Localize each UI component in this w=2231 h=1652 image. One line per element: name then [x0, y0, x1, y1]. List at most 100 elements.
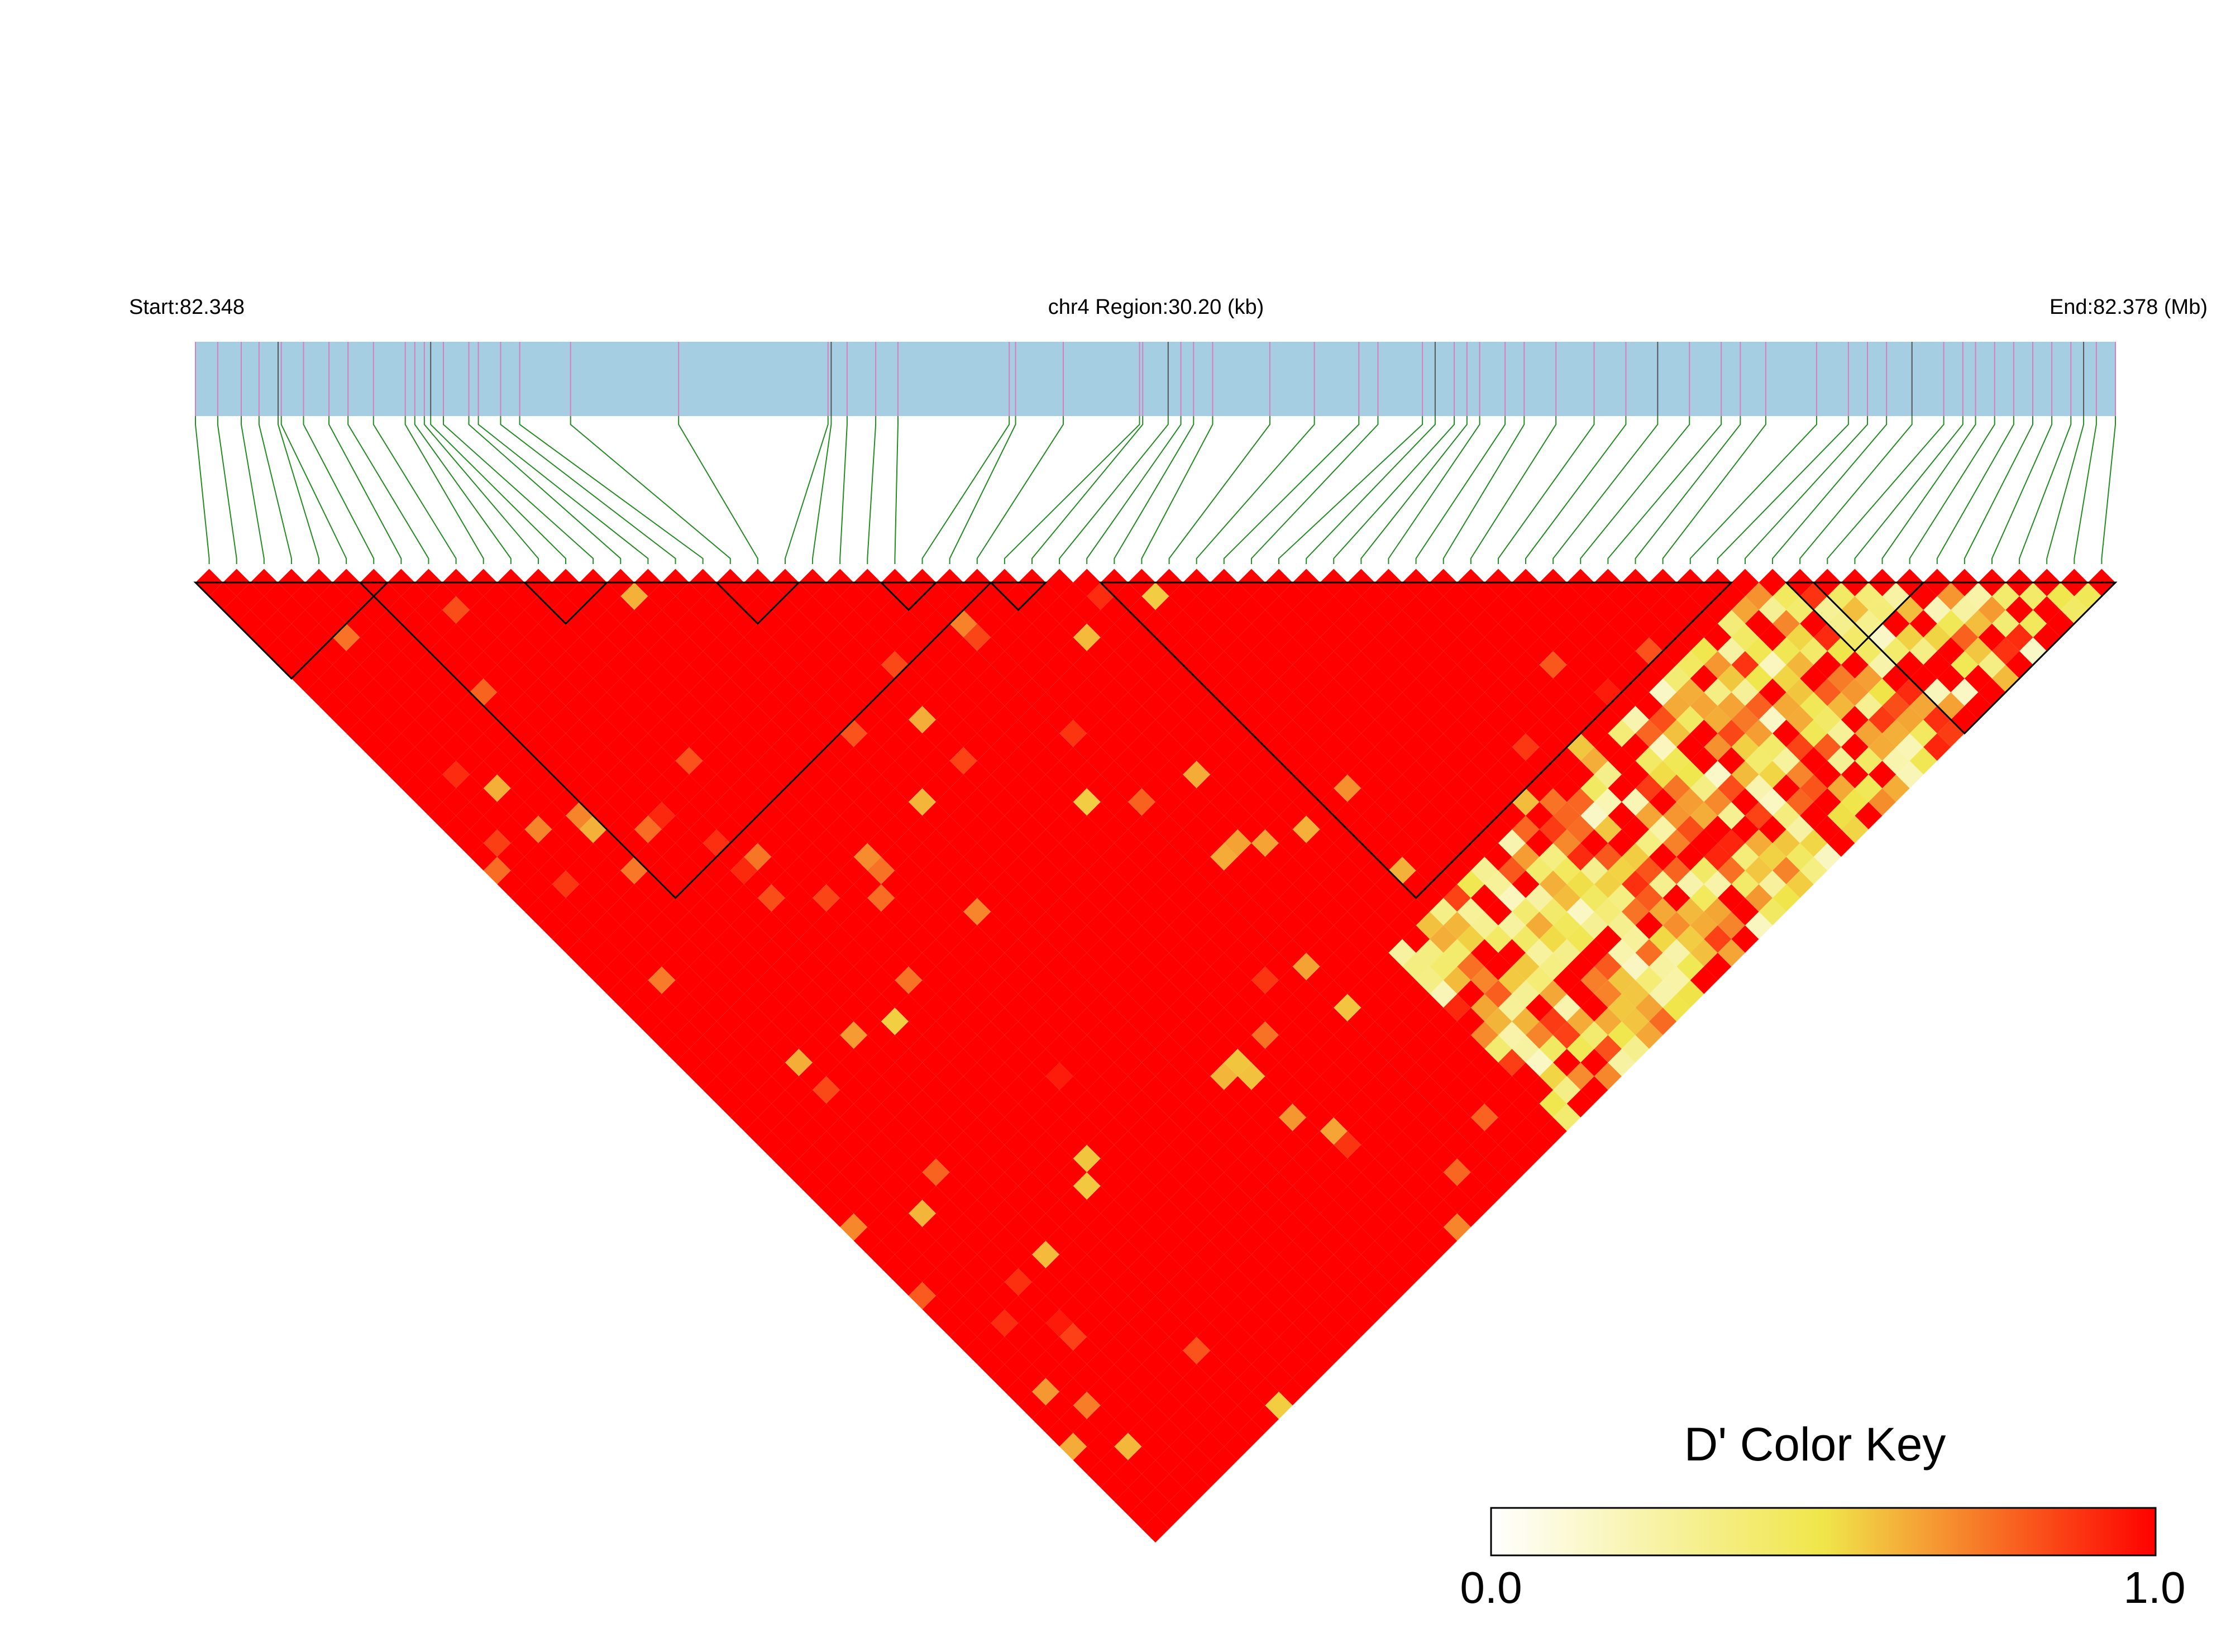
ld-cell — [1251, 692, 1279, 720]
ld-cell — [799, 1117, 827, 1145]
snp-connector — [372, 416, 457, 564]
ld-cell — [1251, 610, 1279, 638]
ld-cell — [840, 1158, 868, 1186]
snp-connector — [1635, 416, 1741, 564]
ld-cell — [264, 610, 292, 638]
ld-cell — [1073, 1090, 1101, 1118]
ld-cell — [1251, 1268, 1279, 1296]
ld-cell — [840, 829, 868, 857]
snp-connector — [414, 416, 512, 564]
ld-cell — [840, 747, 868, 775]
ld-cell — [510, 829, 538, 857]
haplotype-block-outline — [879, 581, 938, 612]
ld-cell — [716, 1035, 744, 1063]
snp-connector — [404, 416, 484, 564]
ld-cell — [1498, 1048, 1526, 1077]
ld-cell — [949, 1048, 977, 1077]
region-start-label: Start:82.348 — [129, 295, 245, 319]
ld-cell — [949, 1104, 977, 1131]
snp-marker — [1731, 569, 1759, 596]
color-key-title: D' Color Key — [1684, 1418, 1946, 1470]
ld-cell — [1731, 651, 1759, 679]
ld-cell — [840, 994, 868, 1021]
ld-cell — [1526, 1131, 1554, 1159]
ld-cell — [1498, 1076, 1526, 1104]
ld-cell — [250, 596, 278, 624]
snp-connector — [678, 416, 758, 564]
snp-connector — [949, 416, 1016, 564]
ld-cell — [949, 665, 977, 693]
ld-cell — [716, 788, 744, 816]
ld-cell — [1731, 925, 1759, 953]
ld-cell — [840, 884, 868, 912]
ld-cell — [442, 596, 470, 624]
ld-cell — [1210, 1117, 1238, 1145]
snp-position-ticks — [195, 342, 2116, 416]
ld-cell — [319, 637, 347, 665]
ld-cell — [1251, 1295, 1279, 1324]
ld-cell — [1073, 1008, 1101, 1035]
ld-cell — [949, 637, 977, 665]
ld-cell — [771, 1117, 799, 1145]
ld-cell — [1498, 939, 1526, 967]
ld-cell — [1498, 692, 1526, 720]
snp-connector — [500, 416, 676, 564]
ld-cell — [716, 623, 744, 651]
snp-connector — [1909, 416, 1995, 564]
snp-connector — [1991, 416, 2053, 564]
ld-cell — [593, 829, 621, 857]
snp-connector — [867, 416, 877, 564]
ld-cell — [1265, 1117, 1293, 1145]
ld-cell — [1073, 1309, 1101, 1337]
ld-cell — [1073, 1446, 1101, 1474]
ld-cell — [1018, 1117, 1046, 1145]
ld-cell — [1731, 870, 1759, 898]
ld-cell — [1073, 897, 1101, 925]
ld-cell — [1251, 801, 1279, 830]
snp-connector — [921, 416, 1010, 564]
snp-connector — [2046, 416, 2085, 564]
snp-connector — [1031, 416, 1144, 564]
snp-connector — [1059, 416, 1169, 564]
ld-cell — [593, 719, 621, 747]
ld-cell — [881, 1117, 909, 1145]
ld-cell — [1073, 788, 1101, 816]
haplotype-block-outline — [714, 581, 801, 625]
ld-cell — [1498, 829, 1526, 857]
ld-cell — [1251, 1131, 1279, 1159]
ld-cell — [1100, 1117, 1128, 1145]
snp-connector — [1772, 416, 1888, 564]
ld-cell — [1045, 1117, 1073, 1145]
ld-cell — [949, 1268, 977, 1296]
ld-cell — [593, 857, 621, 885]
ld-cell — [1498, 610, 1526, 638]
ld-cell — [1498, 857, 1526, 885]
snp-connector — [519, 416, 704, 564]
ld-cell — [1073, 733, 1101, 761]
haplotype-block-outline — [1098, 581, 1734, 899]
snp-connector — [1525, 416, 1627, 564]
ld-cell — [442, 623, 470, 651]
snp-marker — [1073, 569, 1101, 596]
ld-cell — [1498, 911, 1526, 939]
ld-cell — [593, 610, 621, 638]
ld-cell — [840, 939, 868, 967]
snp-connector — [1196, 416, 1315, 564]
snp-connector — [839, 416, 848, 564]
snp-connector — [2074, 416, 2097, 564]
ld-cell — [593, 692, 621, 720]
ld-cell — [963, 1117, 991, 1145]
ld-cell — [1430, 1117, 1458, 1145]
snp-connector — [1717, 416, 1849, 564]
ld-cell — [593, 774, 621, 802]
snp-connector — [195, 416, 210, 564]
snp-connector — [1223, 416, 1360, 564]
ld-cell — [840, 966, 868, 994]
ld-cell — [593, 966, 621, 994]
ld-cell — [1731, 596, 1759, 624]
snp-connector — [1114, 416, 1195, 564]
ld-cell — [593, 911, 621, 939]
ld-cell — [1498, 994, 1526, 1021]
ld-cell — [510, 774, 538, 802]
snp-connector — [1964, 416, 2034, 564]
